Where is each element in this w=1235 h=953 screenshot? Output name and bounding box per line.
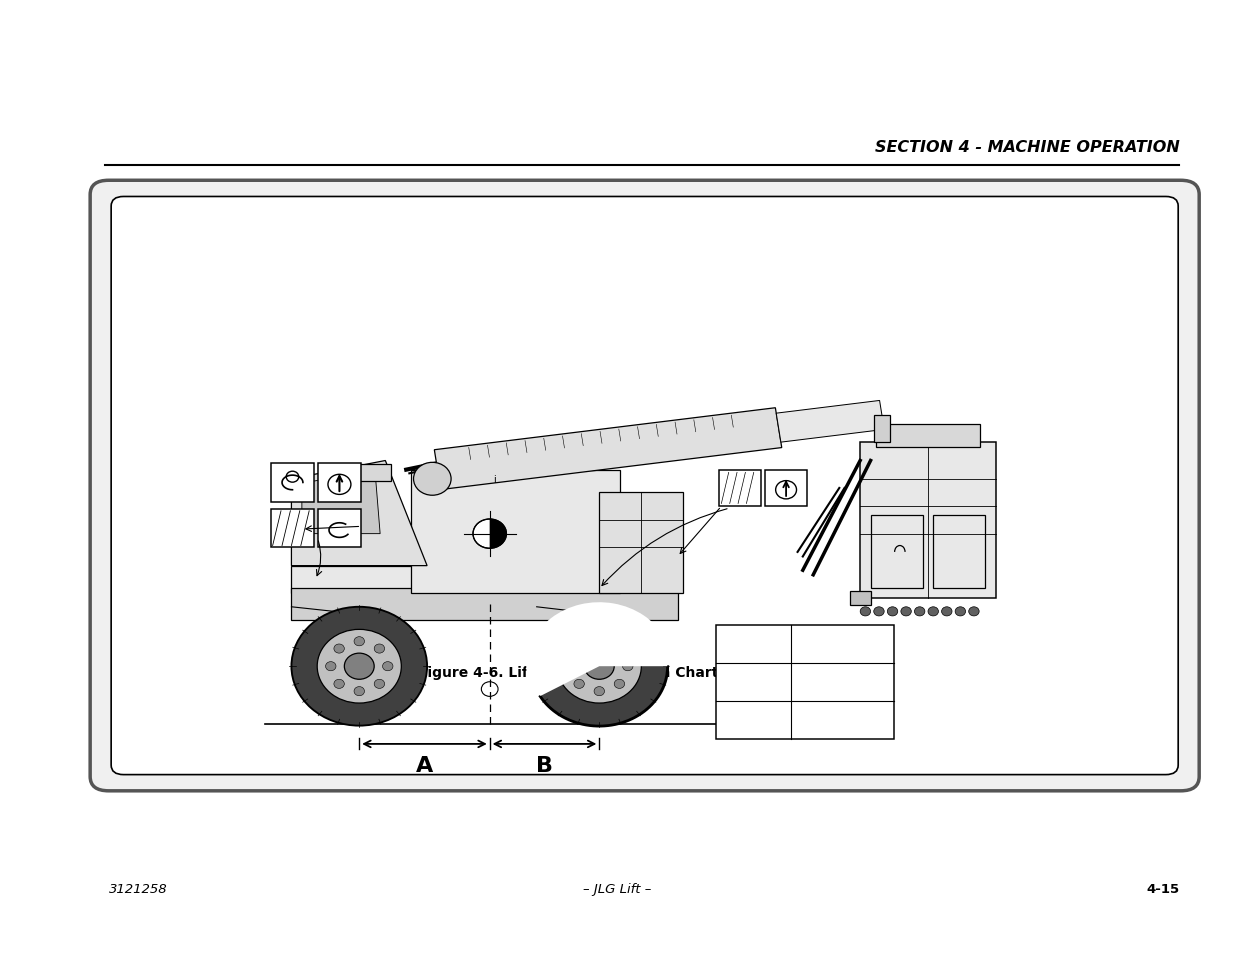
Bar [270, 464, 315, 502]
Circle shape [326, 662, 336, 671]
Text: – JLG Lift –: – JLG Lift – [583, 882, 652, 895]
Circle shape [968, 607, 979, 617]
Text: B: B [536, 755, 553, 775]
Circle shape [354, 637, 364, 646]
Circle shape [594, 637, 604, 646]
Circle shape [574, 679, 584, 689]
Text: JLG: JLG [340, 511, 358, 520]
Circle shape [557, 630, 641, 703]
Circle shape [345, 654, 374, 679]
Circle shape [291, 607, 427, 726]
Text: i: i [494, 475, 496, 484]
Bar [934, 516, 986, 589]
Circle shape [333, 644, 345, 654]
Bar [850, 592, 871, 605]
Circle shape [614, 679, 625, 689]
Text: Figure 4-6. Lifting and Tie Down Chart: Figure 4-6. Lifting and Tie Down Chart [417, 665, 719, 679]
Bar [873, 416, 890, 443]
Bar [291, 589, 678, 620]
FancyBboxPatch shape [111, 197, 1178, 775]
Wedge shape [490, 519, 506, 549]
Bar [270, 510, 315, 548]
Circle shape [333, 679, 345, 689]
Circle shape [941, 607, 952, 617]
Wedge shape [526, 602, 672, 699]
Bar [317, 510, 362, 548]
Polygon shape [291, 461, 427, 566]
Text: 3121258: 3121258 [109, 882, 167, 895]
Polygon shape [435, 408, 782, 490]
Bar [317, 464, 362, 502]
Circle shape [584, 654, 614, 679]
Circle shape [622, 662, 634, 671]
Circle shape [354, 687, 364, 696]
Circle shape [594, 687, 604, 696]
Circle shape [383, 662, 393, 671]
Circle shape [374, 679, 384, 689]
FancyBboxPatch shape [90, 181, 1199, 791]
Circle shape [955, 607, 966, 617]
Circle shape [531, 607, 667, 726]
Circle shape [873, 607, 884, 617]
Text: 4-15: 4-15 [1146, 882, 1179, 895]
Circle shape [473, 519, 506, 549]
Circle shape [317, 630, 401, 703]
Circle shape [860, 607, 871, 617]
Bar [599, 493, 683, 594]
Bar [876, 424, 981, 447]
Bar [766, 470, 806, 507]
Text: A: A [416, 755, 433, 775]
Bar [860, 443, 995, 598]
Circle shape [414, 463, 451, 496]
Text: SECTION 4 - MACHINE OPERATION: SECTION 4 - MACHINE OPERATION [874, 140, 1179, 155]
Circle shape [566, 662, 576, 671]
Polygon shape [301, 470, 380, 534]
Circle shape [614, 644, 625, 654]
Bar [411, 470, 620, 594]
Bar [716, 625, 894, 740]
Bar [291, 566, 678, 594]
Circle shape [914, 607, 925, 617]
Circle shape [374, 644, 384, 654]
Circle shape [927, 607, 939, 617]
Bar [317, 465, 390, 481]
Circle shape [900, 607, 911, 617]
Bar [719, 470, 761, 507]
Circle shape [574, 644, 584, 654]
Polygon shape [777, 401, 884, 443]
Circle shape [887, 607, 898, 617]
Bar [871, 516, 923, 589]
